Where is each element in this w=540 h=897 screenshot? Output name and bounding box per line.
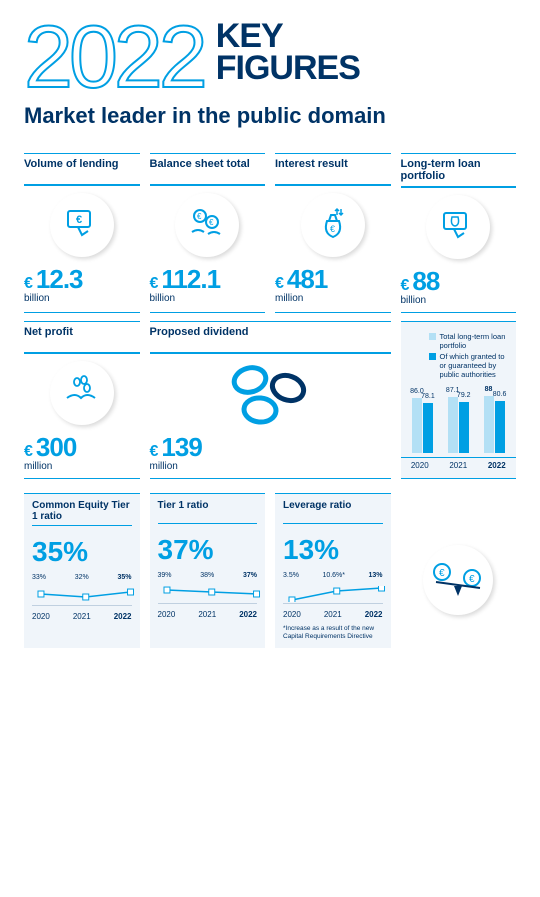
card-title: Proposed dividend <box>150 326 391 354</box>
card-dividend: Proposed dividend €139 million <box>150 321 391 479</box>
card-value: 139 <box>161 432 201 463</box>
chart-legend: Total long-term loan portfolio Of which … <box>401 326 517 379</box>
portfolio-chart: Total long-term loan portfolio Of which … <box>401 321 517 479</box>
ratio-leverage: Leverage ratio 13% 3.5% 10.6%* 13% 2020 … <box>275 493 391 649</box>
bar-chart: 86.0 78.1 87.1 79.2 88 80.6 <box>401 383 517 453</box>
title-block: KEY FIGURES <box>216 20 360 85</box>
moneybag-icon: € <box>301 193 365 257</box>
card-title: Volume of lending <box>24 158 140 186</box>
mini-line-chart: 33% 32% 35% <box>32 576 132 606</box>
mini-line-chart: 39% 38% 37% <box>158 574 258 604</box>
card-value: 112.1 <box>161 264 220 295</box>
hands-coins-icon: €€ <box>175 193 239 257</box>
card-value: 300 <box>36 432 76 463</box>
card-value: 88 <box>412 266 439 297</box>
year-number: 2022 <box>24 20 204 95</box>
card-title: Balance sheet total <box>150 158 266 186</box>
card-balance: Balance sheet total €€ €112.1 billion <box>150 153 266 313</box>
card-value: 12.3 <box>36 264 83 295</box>
scale-icon-cell: € € <box>401 493 517 649</box>
legend-guaranteed: Of which granted to or guaranteed by pub… <box>440 352 513 379</box>
header: 2022 KEY FIGURES <box>24 20 516 95</box>
card-unit: billion <box>401 295 517 306</box>
ratio-title: Tier 1 ratio <box>158 500 258 524</box>
card-title: Long-term loan portfolio <box>401 158 517 188</box>
svg-text:€: € <box>197 212 202 221</box>
svg-text:€: € <box>330 224 335 234</box>
subtitle: Market leader in the public domain <box>24 103 516 129</box>
ratio-value: 13% <box>283 534 383 566</box>
card-lending: Volume of lending € €12.3 billion <box>24 153 140 313</box>
ratio-value: 37% <box>158 534 258 566</box>
year-label: 2020 <box>411 461 429 470</box>
card-title: Net profit <box>24 326 140 354</box>
card-unit: million <box>275 293 391 304</box>
ratio-cet1: Common Equity Tier 1 ratio 35% 33% 32% 3… <box>24 493 140 649</box>
card-portfolio: Long-term loan portfolio €88 billion <box>401 153 517 313</box>
ratio-value: 35% <box>32 536 132 568</box>
kpi-grid: Volume of lending € €12.3 billion Balanc… <box>24 153 516 479</box>
mini-line-chart: 3.5% 10.6%* 13% <box>283 574 383 604</box>
ratio-row: Common Equity Tier 1 ratio 35% 33% 32% 3… <box>24 493 516 649</box>
svg-text:€: € <box>469 574 475 585</box>
card-profit: Net profit €300 million <box>24 321 140 479</box>
card-interest: Interest result € €481 million <box>275 153 391 313</box>
ratio-tier1: Tier 1 ratio 37% 39% 38% 37% 2020 2021 2… <box>150 493 266 649</box>
ratio-title: Leverage ratio <box>283 500 383 524</box>
card-unit: million <box>24 461 140 472</box>
legend-total: Total long-term loan portfolio <box>440 332 513 350</box>
hand-bag-icon <box>426 195 490 259</box>
ratio-title: Common Equity Tier 1 ratio <box>32 500 132 526</box>
hands-drops-icon <box>50 361 114 425</box>
card-title: Interest result <box>275 158 391 186</box>
svg-text:€: € <box>209 218 214 227</box>
balance-scale-icon: € € <box>423 545 493 615</box>
title-key: KEY <box>216 20 360 52</box>
footnote: *Increase as a result of the new Capital… <box>283 625 383 641</box>
rings-icon <box>150 354 391 432</box>
svg-text:€: € <box>76 214 82 226</box>
svg-text:€: € <box>439 568 445 579</box>
title-figures: FIGURES <box>216 52 360 84</box>
card-value: 481 <box>287 264 327 295</box>
hand-euro-icon: € <box>50 193 114 257</box>
year-label: 2022 <box>488 461 506 470</box>
year-label: 2021 <box>449 461 467 470</box>
